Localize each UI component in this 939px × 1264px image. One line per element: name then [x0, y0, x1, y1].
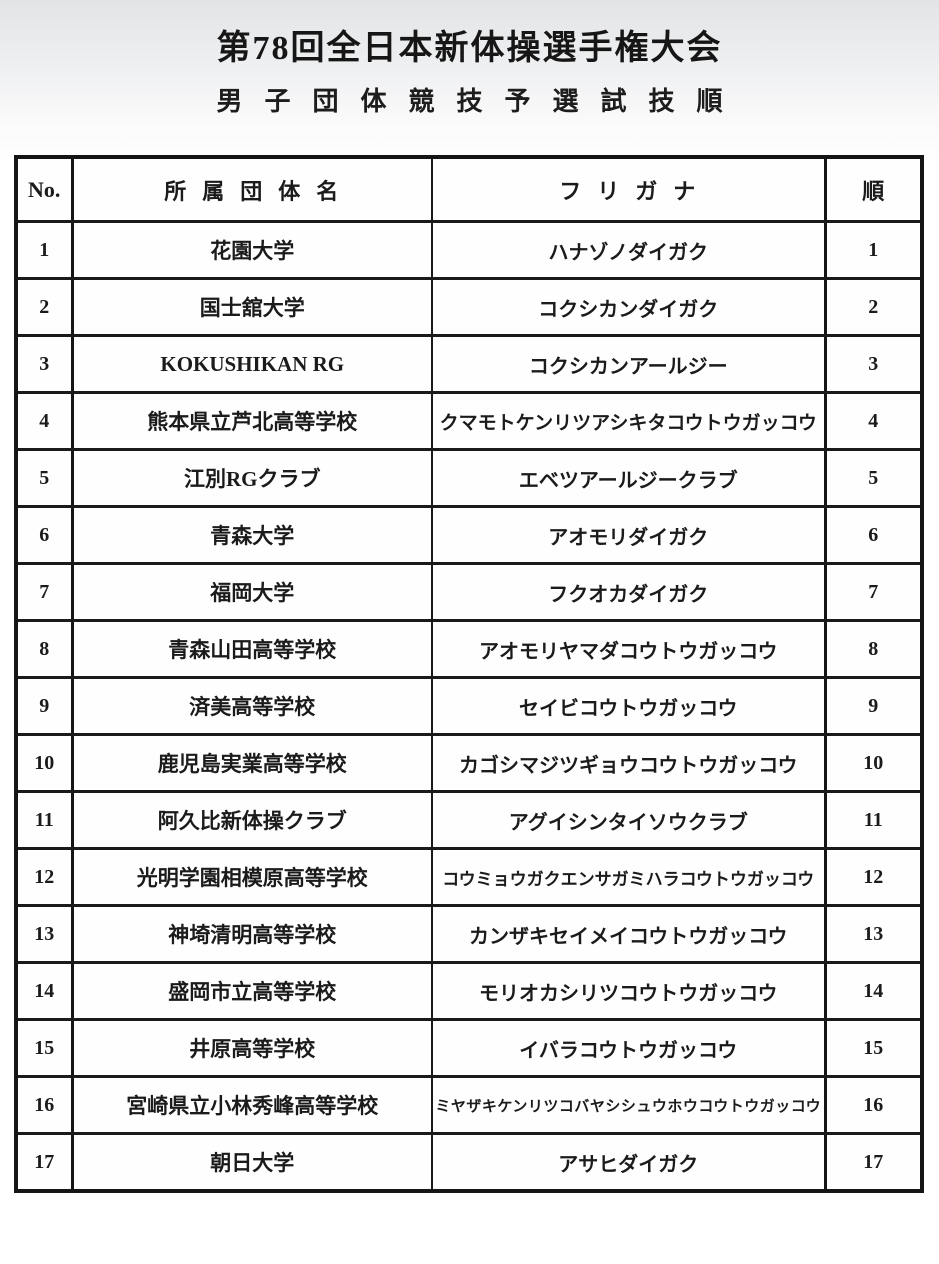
furigana-cell: モリオカシリツコウトウガッコウ: [431, 961, 826, 1021]
order-cell: 7: [823, 562, 923, 622]
table-row: 11 阿久比新体操クラブ アグイシンタイソウクラブ 11: [15, 790, 923, 850]
table-row: 5 江別RGクラブ エベツアールジークラブ 5: [15, 448, 923, 508]
table-row: 17 朝日大学 アサヒダイガク 17: [15, 1132, 923, 1193]
furigana-cell: クマモトケンリツアシキタコウトウガッコウ: [431, 391, 826, 451]
row-no-cell: 12: [15, 847, 74, 907]
table-row: 2 国士舘大学 コクシカンダイガク 2: [15, 277, 923, 337]
order-cell: 14: [823, 961, 923, 1021]
row-no-cell: 9: [15, 676, 74, 736]
team-name-cell: 国士舘大学: [71, 277, 433, 337]
furigana-cell: アサヒダイガク: [431, 1132, 826, 1193]
team-name-cell: 光明学園相模原高等学校: [71, 847, 433, 907]
order-cell: 13: [823, 904, 923, 964]
team-name-cell: 井原高等学校: [71, 1018, 433, 1078]
table-row: 13 神埼清明高等学校 カンザキセイメイコウトウガッコウ 13: [15, 904, 923, 964]
row-no-cell: 2: [15, 277, 74, 337]
row-no-cell: 14: [15, 961, 74, 1021]
team-name-cell: 青森大学: [71, 505, 433, 565]
page-subtitle: 男子団体競技予選試技順: [216, 87, 745, 116]
order-cell: 4: [823, 391, 923, 451]
furigana-cell: コウミョウガクエンサガミハラコウトウガッコウ: [431, 847, 826, 907]
furigana-cell: セイビコウトウガッコウ: [431, 676, 826, 736]
team-name-cell: 神埼清明高等学校: [71, 904, 433, 964]
furigana-cell: ハナゾノダイガク: [431, 220, 826, 280]
team-name-cell: 朝日大学: [71, 1132, 433, 1193]
furigana-cell: カンザキセイメイコウトウガッコウ: [431, 904, 826, 964]
team-name-cell: 済美高等学校: [71, 676, 433, 736]
team-name-cell: 鹿児島実業高等学校: [71, 733, 433, 793]
furigana-cell: コクシカンアールジー: [431, 334, 826, 394]
order-cell: 12: [823, 847, 923, 907]
table-header-row: No. 所属団体名 フリガナ 順: [15, 155, 923, 223]
team-name-cell: 花園大学: [71, 220, 433, 280]
table-row: 3 KOKUSHIKAN RG コクシカンアールジー 3: [15, 334, 923, 394]
order-cell: 17: [823, 1132, 923, 1193]
furigana-cell: イバラコウトウガッコウ: [431, 1018, 826, 1078]
header-team: 所属団体名: [71, 155, 433, 223]
order-cell: 16: [823, 1075, 923, 1135]
furigana-cell: アグイシンタイソウクラブ: [431, 790, 826, 850]
table-row: 8 青森山田高等学校 アオモリヤマダコウトウガッコウ 8: [15, 619, 923, 679]
team-name-cell: 宮崎県立小林秀峰高等学校: [71, 1075, 433, 1135]
table-row: 15 井原高等学校 イバラコウトウガッコウ 15: [15, 1018, 923, 1078]
row-no-cell: 5: [15, 448, 74, 508]
furigana-cell: フクオカダイガク: [431, 562, 826, 622]
header-order: 順: [823, 155, 923, 223]
team-name-cell: 青森山田高等学校: [71, 619, 433, 679]
table-row: 12 光明学園相模原高等学校 コウミョウガクエンサガミハラコウトウガッコウ 12: [15, 847, 923, 907]
row-no-cell: 4: [15, 391, 74, 451]
furigana-cell: エベツアールジークラブ: [431, 448, 826, 508]
furigana-cell: アオモリヤマダコウトウガッコウ: [431, 619, 826, 679]
row-no-cell: 7: [15, 562, 74, 622]
furigana-cell: アオモリダイガク: [431, 505, 826, 565]
order-cell: 11: [823, 790, 923, 850]
table-row: 9 済美高等学校 セイビコウトウガッコウ 9: [15, 676, 923, 736]
table-body: 1 花園大学 ハナゾノダイガク 1 2 国士舘大学 コクシカンダイガク 2 3 KOKUSHIKA…: [15, 220, 923, 1193]
row-no-cell: 11: [15, 790, 74, 850]
order-cell: 15: [823, 1018, 923, 1078]
row-no-cell: 16: [15, 1075, 74, 1135]
row-no-cell: 17: [15, 1132, 74, 1193]
order-cell: 1: [823, 220, 923, 280]
team-name-cell: 阿久比新体操クラブ: [71, 790, 433, 850]
page-title: 第78回全日本新体操選手権大会: [216, 30, 723, 67]
row-no-cell: 1: [15, 220, 74, 280]
team-name-cell: KOKUSHIKAN RG: [71, 334, 433, 394]
table-row: 16 宮崎県立小林秀峰高等学校 ミヤザキケンリツコバヤシシュウホウコウトウガッコウ 1…: [15, 1075, 923, 1135]
document-header: 第78回全日本新体操選手権大会 男子団体競技予選試技順: [0, 0, 939, 118]
row-no-cell: 6: [15, 505, 74, 565]
table-row: 14 盛岡市立高等学校 モリオカシリツコウトウガッコウ 14: [15, 961, 923, 1021]
header-furigana: フリガナ: [431, 155, 826, 223]
team-name-cell: 福岡大学: [71, 562, 433, 622]
row-no-cell: 3: [15, 334, 74, 394]
row-no-cell: 10: [15, 733, 74, 793]
team-name-cell: 江別RGクラブ: [71, 448, 433, 508]
row-no-cell: 13: [15, 904, 74, 964]
row-no-cell: 8: [15, 619, 74, 679]
row-no-cell: 15: [15, 1018, 74, 1078]
table-row: 7 福岡大学 フクオカダイガク 7: [15, 562, 923, 622]
order-cell: 3: [823, 334, 923, 394]
order-cell: 6: [823, 505, 923, 565]
header-no: No.: [15, 155, 74, 223]
order-cell: 9: [823, 676, 923, 736]
furigana-cell: コクシカンダイガク: [431, 277, 826, 337]
table-row: 4 熊本県立芦北高等学校 クマモトケンリツアシキタコウトウガッコウ 4: [15, 391, 923, 451]
start-order-table: No. 所属団体名 フリガナ 順 1 花園大学 ハナゾノダイガク 1 2 国士舘大学 コクシ…: [14, 155, 924, 1193]
order-cell: 2: [823, 277, 923, 337]
team-name-cell: 熊本県立芦北高等学校: [71, 391, 433, 451]
table-row: 6 青森大学 アオモリダイガク 6: [15, 505, 923, 565]
furigana-cell: カゴシマジツギョウコウトウガッコウ: [431, 733, 826, 793]
furigana-cell: ミヤザキケンリツコバヤシシュウホウコウトウガッコウ: [431, 1075, 826, 1135]
order-cell: 8: [823, 619, 923, 679]
order-cell: 10: [823, 733, 923, 793]
order-cell: 5: [823, 448, 923, 508]
table-row: 1 花園大学 ハナゾノダイガク 1: [15, 220, 923, 280]
team-name-cell: 盛岡市立高等学校: [71, 961, 433, 1021]
table-row: 10 鹿児島実業高等学校 カゴシマジツギョウコウトウガッコウ 10: [15, 733, 923, 793]
